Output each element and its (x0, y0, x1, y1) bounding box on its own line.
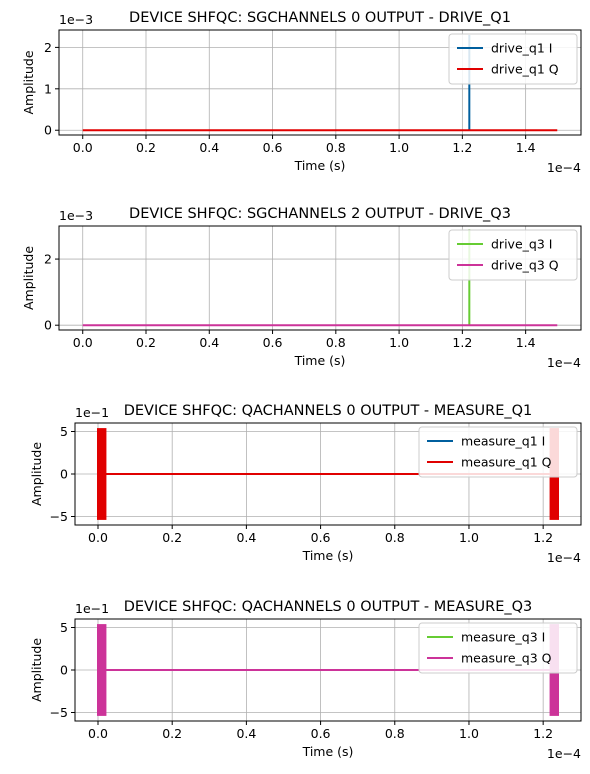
chart-panel-2: 0.0 0.2 0.4 0.6 0.8 1.0 1.2 1.4 0 2 DEVICE SHFQC: … (21, 206, 582, 370)
x-tick-label: 0.4 (236, 530, 256, 545)
legend-box (448, 229, 578, 281)
x-tick-label: 1.4 (516, 140, 536, 155)
y-axis-label: Amplitude (29, 442, 44, 506)
y-tick-label: 2 (44, 252, 52, 267)
x-axis-multiplier: 1e−4 (547, 746, 581, 761)
x-tick-label: 0.6 (263, 335, 283, 350)
legend-label: measure_q1 I (461, 434, 545, 449)
y-axis-label: Amplitude (21, 50, 36, 114)
x-tick-label: 0.8 (326, 335, 346, 350)
x-tick-label: 0.6 (263, 140, 283, 155)
x-tick-label: 0.6 (311, 726, 331, 741)
x-tick-label: 0.4 (199, 335, 219, 350)
x-tick-label: 1.0 (459, 530, 479, 545)
y-axis-multiplier: 1e−3 (59, 208, 93, 223)
x-tick-label: 1.0 (389, 140, 409, 155)
x-tick-label: 0.2 (162, 530, 182, 545)
x-axis-multiplier: 1e−4 (547, 160, 581, 175)
x-tick-label: 0.4 (199, 140, 219, 155)
legend-label: measure_q3 I (461, 630, 545, 645)
x-tick-label: 1.0 (389, 335, 409, 350)
x-axis-multiplier: 1e−4 (547, 355, 581, 370)
y-tick-label: 1 (44, 81, 52, 96)
x-tick-label: 0.0 (88, 530, 108, 545)
legend-box (418, 426, 578, 478)
x-tick-label: 0.2 (162, 726, 182, 741)
x-tick-label: 1.4 (516, 335, 536, 350)
y-tick-label: 5 (60, 424, 68, 439)
chart-title: DEVICE SHFQC: SGCHANNELS 0 OUTPUT - DRIV… (129, 10, 511, 26)
chart-title: DEVICE SHFQC: QACHANNELS 0 OUTPUT - MEAS… (124, 403, 533, 419)
y-tick-label: 2 (44, 40, 52, 55)
x-axis-multiplier: 1e−4 (547, 550, 581, 565)
x-axis-label: Time (s) (294, 353, 346, 368)
x-tick-label: 1.2 (452, 335, 472, 350)
x-tick-label: 0.8 (326, 140, 346, 155)
x-tick-label: 0.0 (73, 140, 93, 155)
x-tick-label: 0.0 (73, 335, 93, 350)
y-tick-label: 0 (44, 318, 52, 333)
legend-label: drive_q1 Q (491, 62, 559, 77)
x-tick-label: 0.2 (136, 335, 156, 350)
axes-frame (58, 225, 582, 331)
y-tick-label: 0 (44, 123, 52, 138)
legend-label: measure_q3 Q (461, 651, 552, 666)
chart-panel-4: 0.0 0.2 0.4 0.6 0.8 1.0 1.2 −5 0 5 DEVICE SHFQC: Q… (29, 599, 582, 761)
chart-panel-3: 0.0 0.2 0.4 0.6 0.8 1.0 1.2 −5 0 5 DEVICE SHFQC: Q… (29, 403, 582, 565)
y-axis-label: Amplitude (29, 638, 44, 702)
legend-label: measure_q1 Q (461, 455, 552, 470)
y-tick-label: 0 (60, 663, 68, 678)
x-tick-label: 1.2 (533, 530, 553, 545)
x-tick-label: 0.8 (385, 726, 405, 741)
y-axis-multiplier: 1e−1 (75, 405, 109, 420)
x-tick-label: 1.2 (533, 726, 553, 741)
y-axis-label: Amplitude (21, 246, 36, 310)
x-tick-label: 0.6 (311, 530, 331, 545)
y-tick-label: 0 (60, 467, 68, 482)
x-tick-label: 0.2 (136, 140, 156, 155)
x-tick-label: 0.0 (88, 726, 108, 741)
y-tick-label: 5 (60, 620, 68, 635)
x-axis-label: Time (s) (294, 158, 346, 173)
x-axis-label: Time (s) (302, 548, 354, 563)
legend-box (448, 33, 578, 85)
y-axis-multiplier: 1e−1 (75, 601, 109, 616)
legend-box (418, 622, 578, 674)
chart-title: DEVICE SHFQC: SGCHANNELS 2 OUTPUT - DRIV… (129, 206, 511, 222)
chart-panel-1: 0.0 0.2 0.4 0.6 0.8 1.0 1.2 1.4 0 1 2 DEVICE SHFQC:… (21, 10, 582, 175)
x-tick-label: 0.4 (236, 726, 256, 741)
x-tick-label: 0.8 (385, 530, 405, 545)
y-tick-label: −5 (50, 509, 68, 524)
x-axis-label: Time (s) (302, 744, 354, 759)
x-tick-label: 1.0 (459, 726, 479, 741)
legend-label: drive_q3 I (491, 237, 552, 252)
legend-label: drive_q3 Q (491, 258, 559, 273)
legend-label: drive_q1 I (491, 41, 552, 56)
chart-title: DEVICE SHFQC: QACHANNELS 0 OUTPUT - MEAS… (124, 599, 533, 615)
x-tick-label: 1.2 (452, 140, 472, 155)
y-axis-multiplier: 1e−3 (59, 12, 93, 27)
axes-frame (58, 29, 582, 136)
y-tick-label: −5 (50, 705, 68, 720)
